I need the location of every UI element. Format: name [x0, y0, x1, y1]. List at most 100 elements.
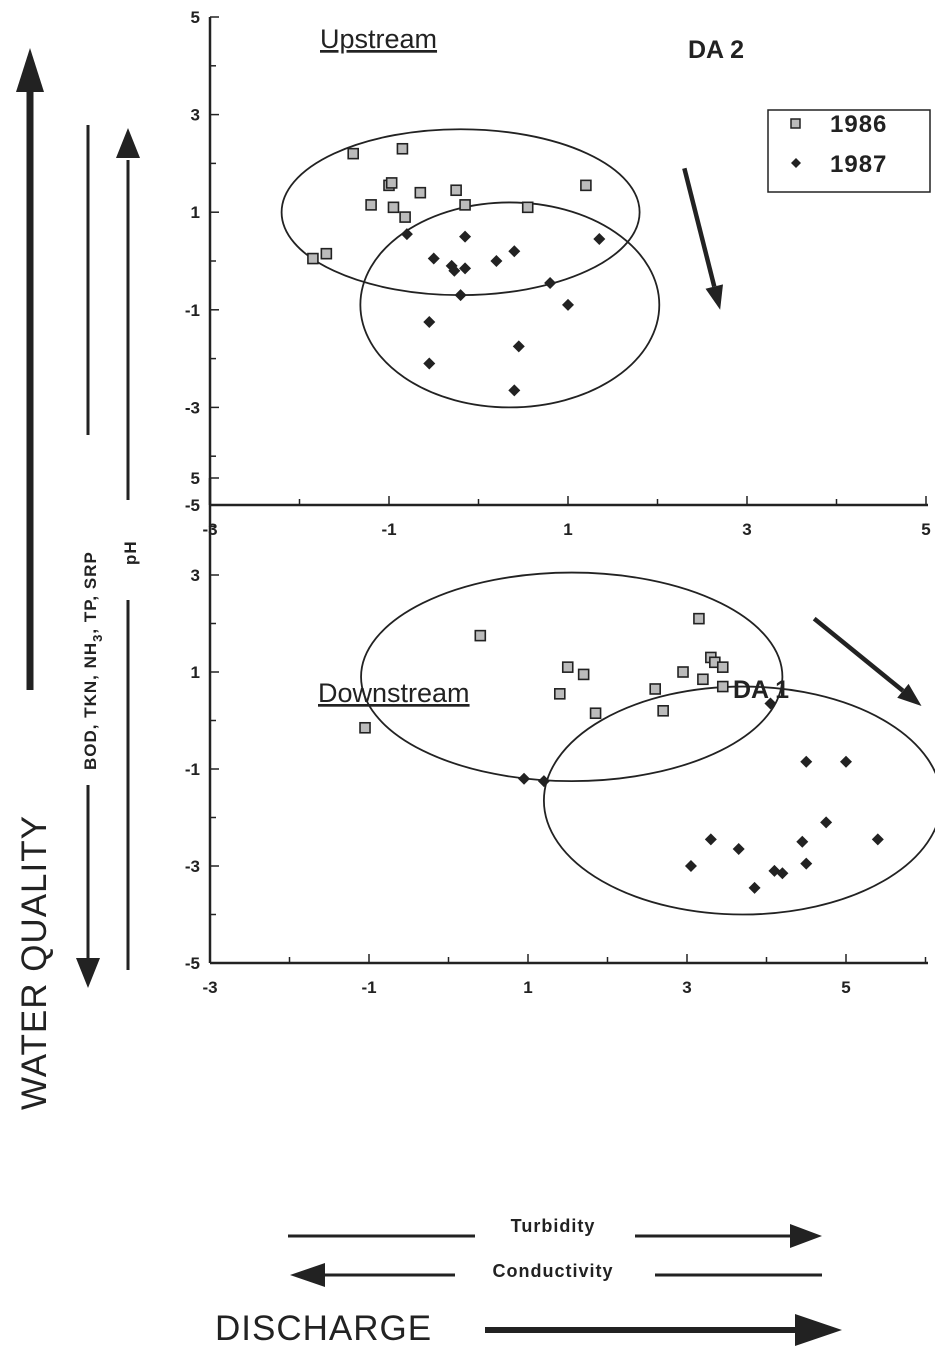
point-1987	[562, 298, 574, 311]
ellipse-1987	[359, 201, 661, 409]
point-1986	[677, 666, 689, 678]
x-tick-label: 1	[523, 978, 532, 997]
y-tick-label: -3	[185, 398, 200, 417]
point-1986	[580, 179, 592, 192]
point-1986	[716, 680, 729, 693]
point-1987	[748, 881, 761, 894]
point-1986	[697, 673, 709, 686]
params-down-label: BOD, TKN, NH3, TP, SRP	[81, 551, 105, 770]
x-tick-label: 3	[682, 978, 691, 997]
water-quality-arrow	[16, 48, 44, 690]
point-1987	[800, 857, 813, 870]
point-1986	[561, 661, 574, 673]
trend-arrow-head	[897, 683, 922, 706]
point-1987	[448, 264, 461, 277]
point-1986	[657, 704, 669, 717]
point-1986	[307, 252, 319, 265]
legend-1986-label: 1986	[830, 111, 887, 138]
trend-arrow-head	[705, 284, 723, 310]
point-1986	[589, 707, 602, 720]
point-1987	[544, 276, 557, 289]
trend-arrow	[682, 167, 717, 288]
point-1986	[553, 688, 566, 700]
plot-annotation: DA 2	[688, 36, 744, 64]
plot-title: Downstream	[318, 678, 470, 708]
x-tick-label: 5	[921, 520, 930, 539]
params-down-arrow	[76, 125, 100, 988]
ellipse-1986	[360, 571, 784, 783]
x-tick-label: -3	[202, 978, 217, 997]
discharge-arrow	[485, 1314, 842, 1346]
point-1986	[399, 211, 411, 223]
ph-label: pH	[121, 540, 140, 565]
point-1987	[508, 245, 521, 258]
x-tick-label: 5	[841, 978, 850, 997]
point-1987	[423, 357, 436, 370]
point-1987	[423, 316, 436, 328]
ph-up-arrow	[116, 128, 140, 970]
turbidity-label: Turbidity	[511, 1216, 596, 1236]
point-1987	[537, 775, 550, 788]
point-1987	[820, 816, 833, 829]
point-1987	[427, 252, 440, 265]
legend-1986-marker	[790, 118, 801, 129]
point-1986	[577, 668, 590, 681]
point-1987	[871, 833, 884, 846]
point-1987	[459, 262, 472, 275]
point-1986	[450, 184, 462, 197]
point-1986	[414, 186, 427, 199]
point-1986	[693, 612, 705, 625]
point-1986	[365, 199, 377, 211]
point-1987	[508, 384, 521, 397]
x-tick-label: 3	[742, 520, 751, 539]
point-1987	[512, 340, 525, 353]
water-quality-label: WATER QUALITY	[15, 815, 54, 1110]
point-1987	[684, 860, 697, 872]
point-1987	[459, 230, 472, 243]
y-tick-label: 3	[191, 566, 200, 585]
y-tick-label: 1	[191, 203, 200, 222]
point-1987	[840, 755, 852, 768]
conductivity-arrow	[290, 1263, 822, 1287]
point-1987	[400, 228, 413, 241]
plot-annotation: DA 1	[733, 676, 789, 704]
point-1987	[518, 772, 531, 785]
point-1987	[796, 835, 809, 848]
point-1987	[454, 289, 467, 302]
turbidity-arrow	[288, 1224, 822, 1248]
legend-1987-label: 1987	[830, 151, 887, 178]
x-tick-label: -1	[361, 978, 376, 997]
y-tick-label: -3	[185, 857, 200, 876]
point-1986	[521, 201, 534, 214]
y-tick-label: 5	[191, 8, 200, 27]
point-1986	[716, 661, 729, 673]
point-1986	[387, 201, 400, 214]
legend: 1986 1987	[767, 109, 931, 193]
y-tick-label: 5	[191, 469, 200, 488]
point-1987	[593, 233, 606, 246]
point-1987	[776, 867, 789, 880]
point-1986	[649, 683, 662, 695]
y-tick-label: 3	[191, 106, 200, 125]
point-1987	[800, 755, 813, 768]
trend-arrow	[812, 616, 905, 693]
point-1986	[385, 177, 398, 189]
ellipse-1986	[280, 128, 641, 297]
ellipse-1987	[543, 685, 935, 916]
discharge-label: DISCHARGE	[215, 1309, 432, 1348]
point-1987	[704, 833, 717, 846]
y-tick-label: -5	[185, 496, 200, 515]
legend-1987-marker	[791, 158, 801, 168]
y-tick-label: -1	[185, 760, 200, 779]
point-1986	[396, 142, 409, 155]
x-tick-label: 1	[563, 520, 572, 539]
point-1986	[459, 199, 471, 211]
point-1987	[490, 255, 503, 267]
point-1986	[347, 147, 360, 160]
point-1986	[474, 629, 487, 642]
point-1986	[359, 721, 371, 734]
downstream-plot: -5 -3 -1 1 3 5 -3 -1 1 3 5 Downstream DA 1	[185, 469, 935, 997]
point-1987	[732, 843, 745, 856]
